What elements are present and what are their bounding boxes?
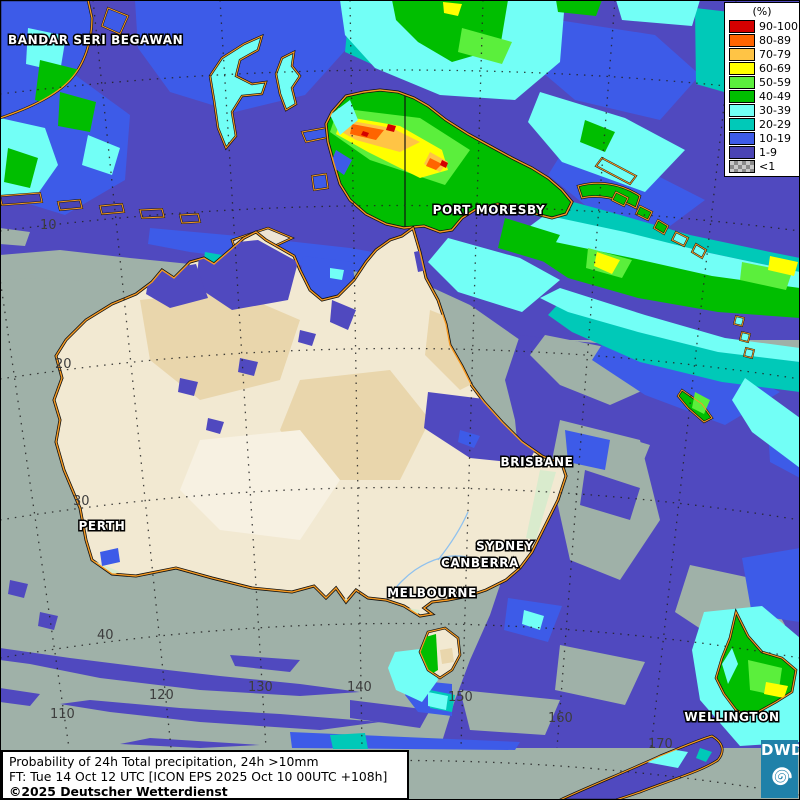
legend-label: 70-79 <box>759 47 791 61</box>
legend-swatch <box>729 19 755 33</box>
city-labels: BANDAR SERI BEGAWAN PORT MORESBY BRISBAN… <box>7 32 781 726</box>
landmass-melanesia-islands <box>576 156 756 424</box>
graticule-labels: 10 20 30 40 110 120 130 140 150 160 170 <box>40 218 673 752</box>
legend-item: 50-59 <box>725 75 799 89</box>
legend-item: 40-49 <box>725 89 799 103</box>
lon-label-160: 160 <box>548 711 573 726</box>
city-label-wellington: WELLINGTON <box>684 710 779 724</box>
legend-label: 50-59 <box>759 75 791 89</box>
lat-label-40: 40 <box>97 628 114 643</box>
legend-label: 10-19 <box>759 131 791 145</box>
city-label-bandar-seri-begawan: BANDAR SERI BEGAWAN <box>8 33 183 47</box>
precip-1-9-streaks <box>0 470 640 748</box>
lon-label-110: 110 <box>50 707 75 722</box>
legend-swatch <box>729 89 755 103</box>
legend-swatch <box>729 33 755 47</box>
info-box: Probability of 24h Total precipitation, … <box>1 750 409 800</box>
city-label-brisbane: BRISBANE <box>501 455 574 469</box>
legend-item: 10-19 <box>725 131 799 145</box>
info-line-product: Probability of 24h Total precipitation, … <box>9 754 319 769</box>
landmass-new-guinea <box>324 88 574 234</box>
legend-item: 30-39 <box>725 103 799 117</box>
lon-label-120: 120 <box>149 688 174 703</box>
city-label-melbourne: MELBOURNE <box>387 586 477 600</box>
lon-label-170: 170 <box>648 737 673 752</box>
legend-swatch <box>729 61 755 75</box>
lon-label-140: 140 <box>347 680 372 695</box>
city-label-canberra: CANBERRA <box>441 556 519 570</box>
legend-item: 20-29 <box>725 117 799 131</box>
legend-label: <1 <box>759 159 776 173</box>
legend-item: 60-69 <box>725 61 799 75</box>
legend-swatch <box>729 131 755 145</box>
info-line-copyright: ©2025 Deutscher Wetterdienst <box>9 784 228 799</box>
city-label-sydney: SYDNEY <box>476 539 534 553</box>
dwd-logo-text: DWD <box>761 741 800 759</box>
legend-item: 70-79 <box>725 47 799 61</box>
lat-label-20: 20 <box>55 357 72 372</box>
legend-label: 20-29 <box>759 117 791 131</box>
lon-label-130: 130 <box>248 680 273 695</box>
legend-swatch <box>729 75 755 89</box>
legend-swatch <box>729 103 755 117</box>
legend-label: 60-69 <box>759 61 791 75</box>
legend-item: 1-9 <box>725 145 799 159</box>
legend: (%) 90-100 80-89 70-79 60-69 50-59 40-49… <box>724 2 800 177</box>
landmass-new-zealand <box>558 610 798 800</box>
legend-swatch <box>729 47 755 61</box>
lon-label-150: 150 <box>448 690 473 705</box>
city-label-port-moresby: PORT MORESBY <box>433 203 546 217</box>
landmass-borneo <box>0 0 130 120</box>
legend-swatch <box>729 145 755 159</box>
legend-item: 80-89 <box>725 33 799 47</box>
legend-swatch-checker <box>729 159 755 173</box>
legend-item: <1 <box>725 159 799 173</box>
info-line-forecast-time: FT: Tue 14 Oct 12 UTC [ICON EPS 2025 Oct… <box>9 769 388 784</box>
city-label-perth: PERTH <box>79 519 126 533</box>
dwd-logo: DWD <box>761 740 800 798</box>
legend-swatch <box>729 117 755 131</box>
legend-title: (%) <box>752 5 772 18</box>
landmass-sunda-islands <box>0 191 294 254</box>
legend-label: 1-9 <box>759 145 777 159</box>
legend-item: 90-100 <box>725 19 799 33</box>
dwd-spiral-icon <box>771 767 792 786</box>
lat-label-30: 30 <box>73 494 90 509</box>
lat-label-10: 10 <box>40 218 57 233</box>
legend-label: 40-49 <box>759 89 791 103</box>
legend-label: 90-100 <box>759 19 798 33</box>
legend-label: 30-39 <box>759 103 791 117</box>
legend-label: 80-89 <box>759 33 791 47</box>
